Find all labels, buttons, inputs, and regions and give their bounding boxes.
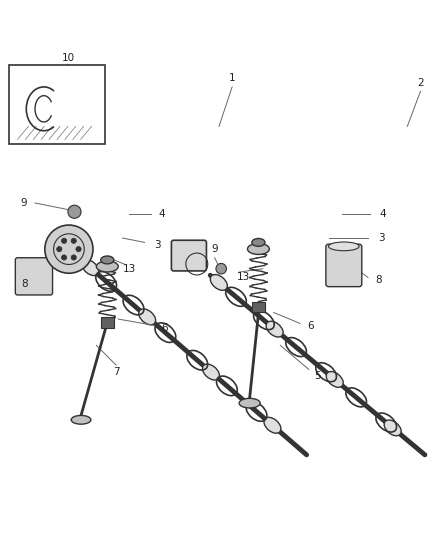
- Ellipse shape: [328, 242, 359, 251]
- Circle shape: [57, 247, 62, 252]
- Ellipse shape: [264, 417, 281, 433]
- Text: 8: 8: [21, 279, 28, 289]
- Ellipse shape: [96, 261, 118, 272]
- Text: 5: 5: [314, 371, 321, 381]
- Circle shape: [71, 238, 76, 244]
- Ellipse shape: [202, 364, 219, 380]
- Text: 1: 1: [229, 73, 236, 83]
- Text: 9: 9: [21, 198, 28, 208]
- FancyBboxPatch shape: [15, 258, 53, 295]
- Circle shape: [71, 255, 76, 260]
- Circle shape: [61, 255, 67, 260]
- Ellipse shape: [71, 415, 91, 424]
- Text: 13: 13: [237, 272, 250, 282]
- Circle shape: [68, 205, 81, 219]
- Ellipse shape: [252, 238, 265, 246]
- Ellipse shape: [101, 256, 114, 264]
- Text: 8: 8: [375, 274, 382, 285]
- Text: 6: 6: [161, 323, 168, 333]
- Text: 7: 7: [113, 367, 120, 377]
- Bar: [252, 302, 265, 312]
- FancyBboxPatch shape: [171, 240, 206, 271]
- FancyBboxPatch shape: [326, 244, 362, 287]
- Circle shape: [61, 238, 67, 244]
- Text: 10: 10: [61, 53, 74, 63]
- Text: 4: 4: [380, 209, 387, 219]
- Text: 13: 13: [123, 264, 136, 273]
- Circle shape: [216, 263, 226, 274]
- Text: 4: 4: [159, 209, 166, 219]
- Text: 6: 6: [307, 321, 314, 330]
- Ellipse shape: [210, 274, 227, 290]
- Ellipse shape: [247, 244, 269, 254]
- Ellipse shape: [239, 398, 260, 408]
- Ellipse shape: [384, 420, 401, 436]
- Ellipse shape: [266, 321, 283, 337]
- Text: 9: 9: [211, 244, 218, 254]
- Circle shape: [45, 225, 93, 273]
- Bar: [101, 317, 114, 328]
- Ellipse shape: [82, 260, 99, 276]
- Text: 3: 3: [378, 233, 385, 243]
- Circle shape: [76, 247, 81, 252]
- Text: 2: 2: [417, 77, 424, 87]
- Text: 3: 3: [154, 240, 161, 249]
- Ellipse shape: [139, 309, 155, 325]
- Bar: [9, 65, 105, 144]
- Ellipse shape: [326, 372, 343, 387]
